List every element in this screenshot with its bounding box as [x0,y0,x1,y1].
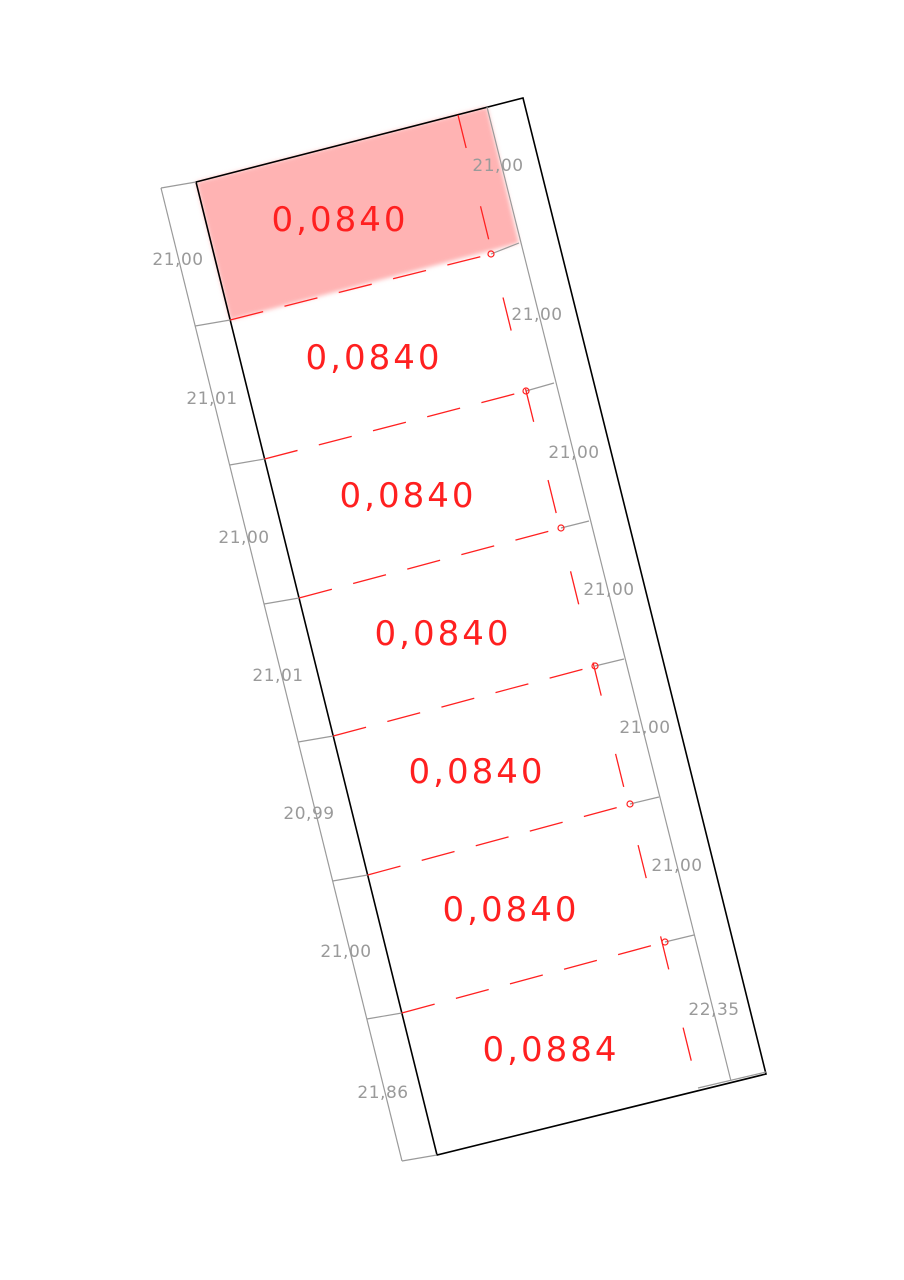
right-dimension-tick [560,520,590,529]
plot-area-label: 0,0840 [443,890,580,930]
highlighted-plot-fill [196,107,519,320]
corner-point-marker [626,800,634,808]
right-dimension-label: 21,00 [583,580,634,600]
plot-area-label: 0,0840 [272,200,409,240]
right-dimension-tick [697,1071,767,1089]
plot-area-label: 0,0840 [375,614,512,654]
right-dimension-tick [594,658,625,667]
left-dimension-label: 21,00 [218,528,269,548]
corner-point-marker [522,387,530,395]
left-dimension-label: 21,00 [152,250,203,270]
left-dimension-label: 21,01 [186,389,237,409]
right-dimension-label: 21,00 [651,856,702,876]
plot-division-line [264,390,527,460]
right-dimension-tick [629,796,660,805]
left-dimension-tick [366,1012,402,1020]
left-dimension-tick [401,1154,438,1162]
right-dimension-tick [664,934,695,943]
right-dimension-label: 21,00 [548,443,599,463]
corner-point-marker [487,250,495,258]
left-dimension-tick [332,874,368,882]
outer-boundary [195,97,767,1156]
corner-point-marker [591,662,599,670]
right-dimension-label: 22,35 [688,1000,739,1020]
left-dimension-label: 21,00 [320,942,371,962]
plot-division-line [230,253,492,321]
access-dashed-line [457,114,699,1089]
plot-area-label: 0,0840 [409,752,546,792]
right-dimension-line [486,106,732,1082]
right-dimension-tick [490,242,520,255]
plot-area-label: 0,0884 [483,1030,620,1070]
corner-point-marker [661,938,669,946]
left-dimension-label: 21,01 [252,666,303,686]
plot-division-line [367,803,631,876]
left-dimension-line [160,187,403,1162]
corner-point-marker [557,524,565,532]
left-dimension-tick [263,597,300,605]
plot-division-line [333,665,596,737]
plot-division-line [401,941,666,1014]
right-dimension-tick [525,382,555,392]
plot-division-line [298,527,562,599]
right-dimension-label: 21,00 [511,305,562,325]
left-dimension-label: 21,86 [357,1083,408,1103]
plot-area-label: 0,0840 [340,476,477,516]
right-dimension-label: 21,00 [619,718,670,738]
plot-area-label: 0,0840 [306,338,443,378]
left-dimension-label: 20,99 [283,804,334,824]
left-dimension-tick [229,458,265,466]
left-dimension-tick [160,181,197,189]
right-dimension-label: 21,00 [472,156,523,176]
left-dimension-tick [195,319,231,327]
left-dimension-tick [298,735,334,743]
